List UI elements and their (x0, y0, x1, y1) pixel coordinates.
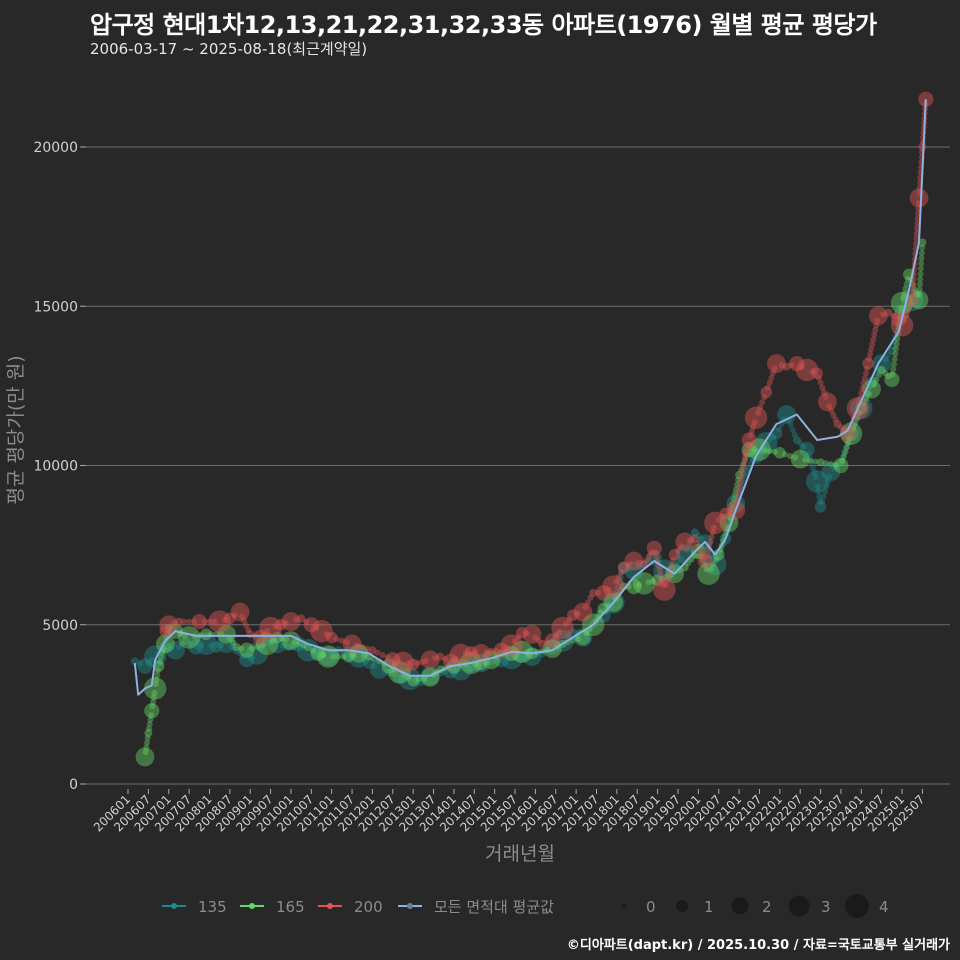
legend-label-average: 모든 면적대 평균값 (434, 898, 554, 916)
legend-label-200: 200 (354, 898, 383, 916)
size-legend: 0 1 2 3 4 (622, 894, 889, 918)
svg-text:15000: 15000 (33, 299, 78, 315)
svg-text:10000: 10000 (33, 459, 78, 475)
size-legend-2: 2 (762, 898, 772, 916)
legend-item-average[interactable]: 모든 면적대 평균값 (398, 898, 554, 916)
average-line (133, 99, 927, 696)
footer-credit: ©디아파트(dapt.kr) / 2025.10.30 / 자료=국토교통부 실… (566, 938, 950, 953)
data-series (130, 91, 934, 767)
svg-text:5000: 5000 (42, 618, 78, 634)
y-axis-label: 평균 평당가(만 원) (5, 355, 27, 504)
svg-text:0: 0 (69, 777, 78, 793)
y-gridlines (86, 146, 950, 785)
x-axis-label: 거래년월 (485, 843, 555, 865)
svg-text:20000: 20000 (33, 140, 78, 156)
chart-title: 압구정 현대1차12,13,21,22,31,32,33동 아파트(1976) … (90, 11, 877, 39)
legend-label-135: 135 (198, 898, 227, 916)
size-legend-1: 1 (704, 898, 714, 916)
x-axis-ticks: 2006012006072007012007072008012008072009… (91, 789, 928, 835)
legend-item-135[interactable]: 135 (162, 898, 227, 916)
size-legend-0: 0 (646, 898, 656, 916)
legend: 135 165 200 모든 면적대 평균값 0 1 2 3 4 (162, 894, 889, 918)
legend-item-165[interactable]: 165 (240, 898, 305, 916)
size-legend-3: 3 (821, 898, 831, 916)
y-axis-ticks: 0 5000 10000 15000 20000 (33, 140, 86, 793)
legend-item-200[interactable]: 200 (318, 898, 383, 916)
legend-label-165: 165 (276, 898, 305, 916)
chart-subtitle: 2006-03-17 ~ 2025-08-18(최근계약일) (90, 40, 368, 58)
size-legend-4: 4 (879, 898, 889, 916)
